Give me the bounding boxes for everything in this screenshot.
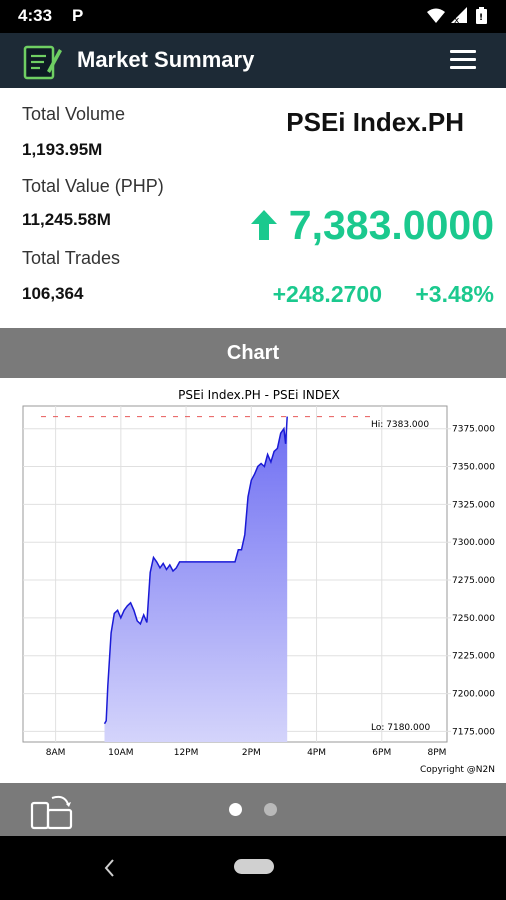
signal-icon: x (451, 7, 467, 26)
copyright-text: Copyright @N2N (420, 765, 495, 775)
clipboard-pen-icon (23, 45, 62, 80)
chart-section-header: Chart (0, 328, 506, 378)
x-tick-label: 12PM (174, 748, 199, 758)
x-tick-label: 10AM (108, 748, 133, 758)
y-tick-label: 7325.000 (452, 500, 495, 510)
arrow-up-icon (250, 210, 277, 240)
high-label: Hi: 7383.000 (371, 420, 429, 430)
bottom-toolbar (0, 783, 506, 836)
chart-container[interactable]: PSEi Index.PH - PSEi INDEX Hi: 7383.000 … (0, 378, 506, 783)
system-nav-bar (0, 836, 506, 900)
price-line (103, 416, 288, 725)
last-price: 7,383.0000 (288, 201, 494, 248)
intraday-chart[interactable]: PSEi Index.PH - PSEi INDEX Hi: 7383.000 … (0, 378, 506, 783)
price-display: 7,383.0000 (249, 200, 494, 250)
page-title: Market Summary (77, 47, 255, 72)
x-tick-label: 4PM (307, 748, 326, 758)
price-change: +248.2700 (272, 281, 382, 307)
status-bar: 4:33 P x ! (0, 0, 506, 33)
back-icon[interactable] (100, 856, 120, 880)
notification-p-icon: P (72, 6, 84, 25)
market-summary-panel: Total Volume 1,193.95M Total Value (PHP)… (0, 88, 506, 328)
total-volume-value: 1,193.95M (22, 140, 103, 159)
total-trades-value: 106,364 (22, 284, 84, 303)
app-bar: Market Summary (0, 33, 506, 88)
page-indicator-dot-active[interactable] (229, 803, 242, 816)
x-tick-label: 2PM (242, 748, 261, 758)
y-tick-label: 7275.000 (452, 576, 495, 586)
total-volume-label: Total Volume (22, 104, 126, 124)
y-tick-label: 7300.000 (452, 538, 495, 548)
y-tick-label: 7225.000 (452, 652, 495, 662)
wifi-icon (427, 8, 445, 23)
svg-text:!: ! (479, 13, 483, 23)
y-tick-label: 7200.000 (452, 690, 495, 700)
y-tick-label: 7250.000 (452, 614, 495, 624)
status-icons: x ! (427, 7, 487, 26)
page-indicator-dot[interactable] (264, 803, 277, 816)
battery-icon: ! (476, 7, 487, 24)
total-value-label: Total Value (PHP) (22, 176, 164, 196)
chart-title: PSEi Index.PH - PSEi INDEX (178, 388, 340, 402)
low-label: Lo: 7180.000 (371, 723, 430, 733)
index-name: PSEi Index.PH (286, 107, 464, 137)
y-tick-label: 7350.000 (452, 463, 495, 473)
x-tick-label: 6PM (372, 748, 391, 758)
total-trades-label: Total Trades (22, 248, 121, 268)
rotate-screen-icon[interactable] (30, 790, 74, 830)
x-tick-label: 8PM (428, 748, 447, 758)
svg-text:x: x (454, 16, 460, 26)
hamburger-menu-icon[interactable] (450, 47, 476, 73)
total-value-value: 11,245.58M (22, 210, 111, 229)
y-tick-label: 7375.000 (452, 425, 495, 435)
x-tick-label: 8AM (46, 748, 66, 758)
price-change-percent: +3.48% (415, 281, 494, 307)
y-tick-label: 7175.000 (452, 727, 495, 737)
price-area-fill (104, 416, 288, 742)
status-time: 4:33 (18, 6, 53, 25)
home-pill[interactable] (234, 859, 274, 874)
